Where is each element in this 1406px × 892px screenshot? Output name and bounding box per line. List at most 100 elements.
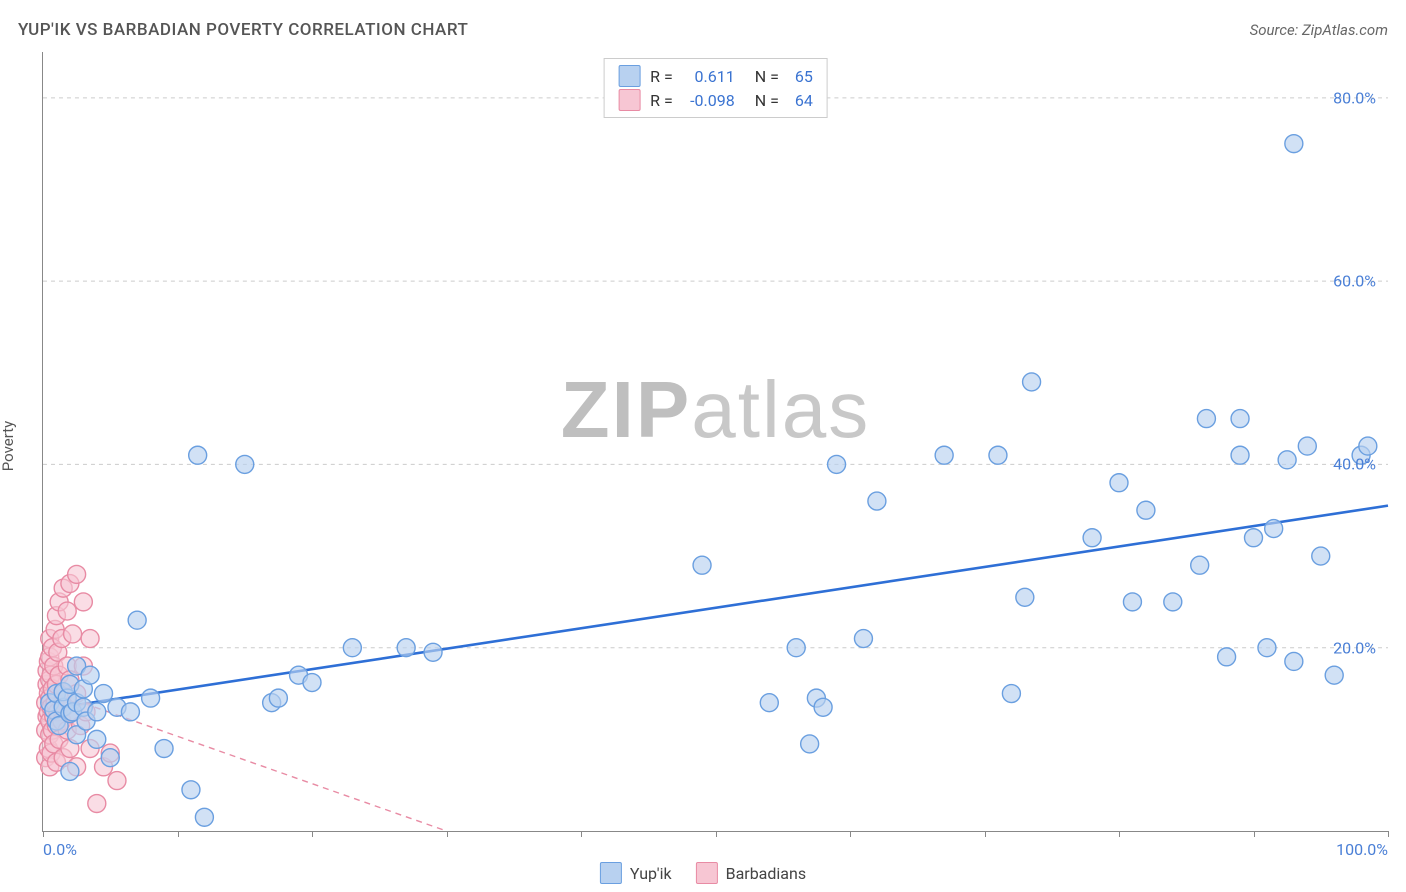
yupik-point xyxy=(1002,685,1020,703)
barbadians-point xyxy=(64,625,82,643)
yupik-point xyxy=(1218,648,1236,666)
yupik-point xyxy=(1258,639,1276,657)
x-axis-label: 0.0% xyxy=(43,840,77,859)
yupik-point xyxy=(61,762,79,780)
barbadians-point xyxy=(58,602,76,620)
yupik-point xyxy=(88,703,106,721)
yupik-point xyxy=(868,492,886,510)
legend-swatch xyxy=(696,862,718,884)
yupik-point xyxy=(1325,666,1343,684)
x-tick xyxy=(1254,831,1255,837)
yupik-point xyxy=(814,698,832,716)
plot-area: ZIPatlas 20.0%40.0%60.0%80.0% 0.0%100.0%… xyxy=(42,52,1388,832)
yupik-point xyxy=(787,639,805,657)
yupik-point xyxy=(989,446,1007,464)
y-tick-label: 80.0% xyxy=(1333,88,1376,107)
yupik-point xyxy=(1016,588,1034,606)
barbadians-point xyxy=(81,630,99,648)
yupik-point xyxy=(81,666,99,684)
yupik-trend-line xyxy=(43,506,1388,710)
x-tick xyxy=(178,831,179,837)
chart-title: YUP'IK VS BARBADIAN POVERTY CORRELATION … xyxy=(18,20,468,40)
yupik-point xyxy=(424,643,442,661)
yupik-point xyxy=(1312,547,1330,565)
yupik-point xyxy=(101,749,119,767)
trend-lines xyxy=(43,506,1388,831)
yupik-point xyxy=(343,639,361,657)
x-tick xyxy=(43,831,44,837)
x-tick xyxy=(581,831,582,837)
y-tick-label: 40.0% xyxy=(1333,455,1376,474)
x-tick xyxy=(850,831,851,837)
y-axis-label: Poverty xyxy=(0,421,17,471)
yupik-point xyxy=(128,611,146,629)
yupik-point xyxy=(1265,520,1283,538)
barbadians-point xyxy=(74,593,92,611)
x-axis-label: 100.0% xyxy=(1336,840,1388,859)
yupik-point xyxy=(189,446,207,464)
yupik-point xyxy=(801,735,819,753)
yupik-point xyxy=(236,455,254,473)
yupik-point xyxy=(1231,446,1249,464)
yupik-point xyxy=(828,455,846,473)
x-tick xyxy=(447,831,448,837)
legend-correlation: R =0.611 N =65 R =-0.098 N =64 xyxy=(603,58,828,118)
chart-svg xyxy=(43,52,1388,831)
yupik-point xyxy=(1231,410,1249,428)
yupik-point xyxy=(1245,529,1263,547)
yupik-point xyxy=(1137,501,1155,519)
legend-series-item: Barbadians xyxy=(696,862,807,884)
barbadians-point xyxy=(68,565,86,583)
yupik-point xyxy=(142,689,160,707)
yupik-point xyxy=(1164,593,1182,611)
legend-r-value: R =0.611 xyxy=(650,67,735,86)
yupik-point xyxy=(195,808,213,826)
scatter-yupik xyxy=(41,135,1377,827)
legend-correlation-row: R =-0.098 N =64 xyxy=(618,89,813,111)
legend-series-label: Barbadians xyxy=(726,864,807,883)
legend-swatch xyxy=(618,65,640,87)
yupik-point xyxy=(1278,451,1296,469)
yupik-point xyxy=(182,781,200,799)
x-tick xyxy=(1119,831,1120,837)
yupik-point xyxy=(397,639,415,657)
legend-swatch xyxy=(618,89,640,111)
x-tick xyxy=(1388,831,1389,837)
yupik-point xyxy=(303,674,321,692)
y-tick-label: 20.0% xyxy=(1333,638,1376,657)
legend-n-value: N =64 xyxy=(755,91,813,110)
yupik-point xyxy=(95,685,113,703)
plot-container: ZIPatlas 20.0%40.0%60.0%80.0% 0.0%100.0%… xyxy=(42,52,1388,832)
x-tick xyxy=(716,831,717,837)
yupik-point xyxy=(1083,529,1101,547)
yupik-point xyxy=(1359,437,1377,455)
yupik-point xyxy=(155,740,173,758)
y-tick-label: 60.0% xyxy=(1333,272,1376,291)
gridlines xyxy=(43,98,1388,648)
x-tick xyxy=(312,831,313,837)
yupik-point xyxy=(1191,556,1209,574)
legend-swatch xyxy=(600,862,622,884)
header: YUP'IK VS BARBADIAN POVERTY CORRELATION … xyxy=(18,20,1388,40)
legend-series-item: Yup'ik xyxy=(600,862,672,884)
legend-r-value: R =-0.098 xyxy=(650,91,735,110)
yupik-point xyxy=(1110,474,1128,492)
source-attribution: Source: ZipAtlas.com xyxy=(1250,21,1388,39)
legend-series-label: Yup'ik xyxy=(630,864,672,883)
yupik-point xyxy=(1023,373,1041,391)
yupik-point xyxy=(88,730,106,748)
barbadians-point xyxy=(88,795,106,813)
yupik-point xyxy=(1123,593,1141,611)
barbadians-point xyxy=(108,772,126,790)
legend-series: Yup'ik Barbadians xyxy=(600,862,806,884)
x-tick xyxy=(985,831,986,837)
yupik-point xyxy=(1298,437,1316,455)
yupik-point xyxy=(693,556,711,574)
legend-correlation-row: R =0.611 N =65 xyxy=(618,65,813,87)
legend-n-value: N =65 xyxy=(755,67,813,86)
yupik-point xyxy=(269,689,287,707)
yupik-point xyxy=(1285,652,1303,670)
yupik-point xyxy=(1197,410,1215,428)
yupik-point xyxy=(935,446,953,464)
yupik-point xyxy=(760,694,778,712)
